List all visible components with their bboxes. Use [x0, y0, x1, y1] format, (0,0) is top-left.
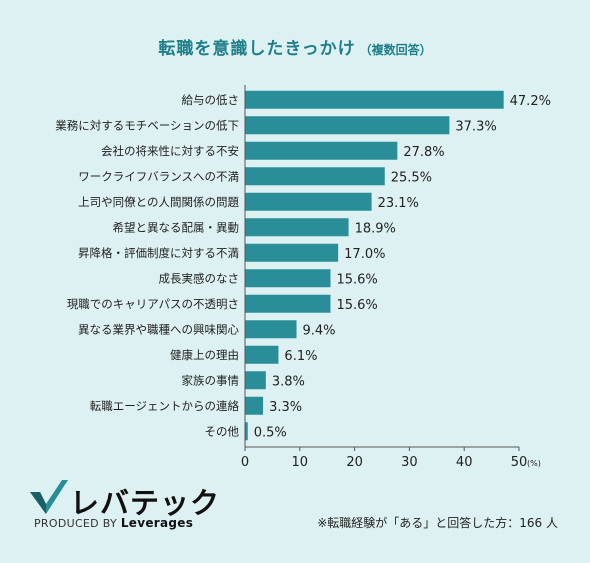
category-label: 健康上の理由 [170, 348, 239, 362]
x-tick-label: 40 [456, 455, 473, 470]
value-label: 3.8% [272, 374, 305, 389]
x-tick-label: 10 [292, 455, 309, 470]
bar [245, 396, 264, 415]
x-tick-label: 20 [346, 455, 363, 470]
produced-by: PRODUCED BY Leverages [34, 516, 193, 530]
bar [245, 269, 331, 288]
x-tick-label: 0 [241, 455, 249, 470]
bar [245, 243, 339, 262]
category-label: 家族の事情 [182, 373, 240, 387]
value-label: 23.1% [378, 196, 419, 211]
category-label: 転職エージェントからの連絡 [90, 399, 240, 413]
x-tick-label: 50 [511, 455, 528, 470]
value-label: 15.6% [336, 298, 377, 313]
chart-title: 転職を意識したきっかけ （複数回答） [0, 34, 590, 59]
bar [245, 345, 279, 364]
brand-name: レバテック [70, 486, 221, 520]
value-label: 15.6% [336, 272, 377, 287]
chart-title-main: 転職を意識したきっかけ [158, 39, 356, 59]
checkmark-logo-icon [30, 480, 68, 514]
category-label: 現職でのキャリアパスの不透明さ [67, 297, 239, 311]
bar [245, 320, 297, 339]
bar [245, 141, 398, 160]
produced-by-label: PRODUCED BY [34, 517, 118, 530]
bar [245, 90, 504, 109]
x-tick-label: 30 [401, 455, 418, 470]
category-label: ワークライフバランスへの不満 [78, 169, 239, 183]
category-label: 成長実感のなさ [159, 271, 240, 285]
bar [245, 218, 349, 237]
category-label: 給与の低さ [182, 93, 240, 107]
value-label: 17.0% [344, 247, 385, 262]
bar [245, 294, 331, 313]
footnote: ※転職経験が「ある」と回答した方：166 人 [317, 516, 558, 530]
value-label: 0.5% [254, 425, 287, 440]
category-label: その他 [205, 424, 240, 438]
value-label: 27.8% [403, 145, 444, 160]
value-label: 47.2% [510, 94, 551, 109]
bar [245, 422, 248, 441]
value-label: 37.3% [455, 119, 496, 134]
category-label: 上司や同僚との人間関係の問題 [78, 195, 239, 209]
bar-chart: 給与の低さ 47.2% 業務に対するモチベーションの低下 37.3% 会社の将来性に対す… [55, 85, 551, 470]
bar [245, 116, 450, 135]
bar [245, 192, 372, 211]
category-label: 業務に対するモチベーションの低下 [55, 118, 239, 132]
value-label: 18.9% [355, 221, 396, 236]
value-label: 3.3% [269, 400, 302, 415]
value-label: 25.5% [391, 170, 432, 185]
chart-title-sub: （複数回答） [359, 43, 432, 57]
bar [245, 371, 266, 390]
x-unit-label: (%) [527, 459, 541, 468]
category-label: 会社の将来性に対する不安 [101, 144, 239, 158]
category-label: 異なる業界や職種への興味関心 [78, 322, 239, 336]
value-label: 9.4% [303, 323, 336, 338]
value-label: 6.1% [284, 349, 317, 364]
company-name: Leverages [120, 516, 194, 530]
category-label: 希望と異なる配属・異動 [113, 220, 240, 234]
bar [245, 167, 385, 186]
category-label: 昇降格・評価制度に対する不満 [78, 246, 239, 260]
